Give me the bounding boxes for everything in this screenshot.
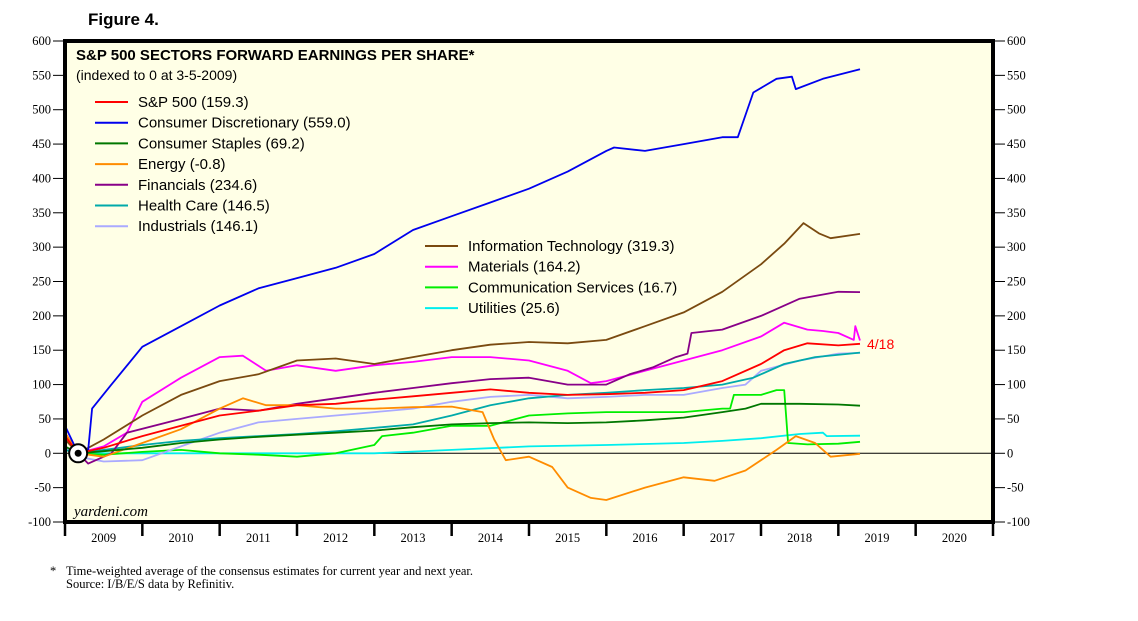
footnote-text: Time-weighted average of the consensus e… xyxy=(66,564,474,578)
base-marker-dot xyxy=(74,449,82,457)
chart: 600550500450400350300250200150100500-50-… xyxy=(28,34,1030,545)
y-tick-label-left: 0 xyxy=(45,446,51,460)
x-tick-label: 2019 xyxy=(865,531,890,545)
y-tick-label-right: 500 xyxy=(1007,103,1026,117)
plot-frame xyxy=(63,39,995,524)
y-tick-label-right: 550 xyxy=(1007,68,1026,82)
x-tick-label: 2009 xyxy=(91,531,116,545)
legend-label: Health Care (146.5) xyxy=(138,198,270,215)
y-tick-label-left: 100 xyxy=(32,378,51,392)
legend-label: Information Technology (319.3) xyxy=(468,238,675,255)
y-tick-label-left: 200 xyxy=(32,309,51,323)
y-tick-label-right: 350 xyxy=(1007,206,1026,220)
series-line-energy xyxy=(64,397,861,501)
y-tick-label-left: 150 xyxy=(32,343,51,357)
x-tick-label: 2015 xyxy=(555,531,580,545)
legend: S&P 500 (159.3) Consumer Discretionary (5… xyxy=(95,94,677,317)
watermark: yardeni.com xyxy=(72,504,148,520)
x-tick-label: 2013 xyxy=(401,531,426,545)
figure-label: Figure 4. xyxy=(88,10,159,29)
y-tick-label-left: 250 xyxy=(32,275,51,289)
y-tick-label-right: 450 xyxy=(1007,137,1026,151)
x-tick-label: 2020 xyxy=(942,531,967,545)
series-line-s-p-500 xyxy=(64,342,861,455)
footnote-marker: * xyxy=(50,564,57,578)
y-tick-label-left: 600 xyxy=(32,34,51,48)
chart-subtitle: (indexed to 0 at 3-5-2009) xyxy=(76,67,237,83)
y-tick-label-left: 300 xyxy=(32,240,51,254)
plot-background xyxy=(65,41,993,522)
x-tick-label: 2018 xyxy=(787,531,812,545)
y-axis-right: 600550500450400350300250200150100500-50-… xyxy=(993,34,1030,529)
y-tick-label-left: -50 xyxy=(34,481,51,495)
footnote: * Time-weighted average of the consensus … xyxy=(50,565,473,591)
x-tick-label: 2010 xyxy=(169,531,194,545)
series-lines xyxy=(64,68,861,501)
y-axis-left: 600550500450400350300250200150100500-50-… xyxy=(28,34,65,529)
y-tick-label-right: -50 xyxy=(1007,481,1024,495)
x-tick-label: 2014 xyxy=(478,531,504,545)
y-tick-label-left: 550 xyxy=(32,68,51,82)
series-line-consumer-staples xyxy=(64,402,861,455)
legend-label: Materials (164.2) xyxy=(468,259,581,276)
legend-label: Industrials (146.1) xyxy=(138,218,258,235)
x-tick-label: 2017 xyxy=(710,531,735,545)
x-tick-label: 2011 xyxy=(246,531,271,545)
x-tick-label: 2012 xyxy=(323,531,348,545)
legend-label: Energy (-0.8) xyxy=(138,156,226,173)
legend-label: Consumer Staples (69.2) xyxy=(138,135,305,152)
date-annotation: 4/18 xyxy=(867,336,894,352)
y-tick-label-right: -100 xyxy=(1007,515,1030,529)
y-tick-label-right: 300 xyxy=(1007,240,1026,254)
series-line-financials xyxy=(64,290,861,465)
series-line-information-technology xyxy=(64,222,861,455)
y-tick-label-right: 200 xyxy=(1007,309,1026,323)
y-tick-label-right: 600 xyxy=(1007,34,1026,48)
x-axis: 2009 2010 2011 2012 2013 2014 2015 2016 2017 2018… xyxy=(63,522,995,545)
base-marker xyxy=(68,443,89,464)
legend-label: Utilities (25.6) xyxy=(468,300,560,317)
y-tick-label-right: 250 xyxy=(1007,275,1026,289)
y-tick-label-left: 350 xyxy=(32,206,51,220)
source-text: Source: I/B/E/S data by Refinitiv. xyxy=(66,577,235,591)
y-tick-label-right: 0 xyxy=(1007,446,1013,460)
legend-label: Consumer Discretionary (559.0) xyxy=(138,115,351,132)
series-line-materials xyxy=(64,321,861,455)
y-tick-label-right: 50 xyxy=(1007,412,1020,426)
y-tick-label-left: -100 xyxy=(28,515,51,529)
y-tick-label-right: 100 xyxy=(1007,378,1026,392)
y-tick-label-left: 450 xyxy=(32,137,51,151)
series-line-consumer-discretionary xyxy=(64,68,861,455)
y-tick-label-left: 400 xyxy=(32,171,51,185)
y-tick-label-right: 400 xyxy=(1007,171,1026,185)
legend-label: Financials (234.6) xyxy=(138,177,257,194)
y-tick-label-left: 500 xyxy=(32,103,51,117)
y-tick-label-right: 150 xyxy=(1007,343,1026,357)
legend-label: S&P 500 (159.3) xyxy=(138,94,249,111)
chart-title: S&P 500 SECTORS FORWARD EARNINGS PER SHA… xyxy=(76,47,475,64)
y-tick-label-left: 50 xyxy=(39,412,52,426)
legend-label: Communication Services (16.7) xyxy=(468,279,677,296)
x-tick-label: 2016 xyxy=(633,531,658,545)
series-line-industrials xyxy=(64,352,861,463)
series-line-health-care xyxy=(64,351,861,455)
series-line-communication-services xyxy=(64,389,861,458)
series-line-utilities xyxy=(64,431,861,455)
